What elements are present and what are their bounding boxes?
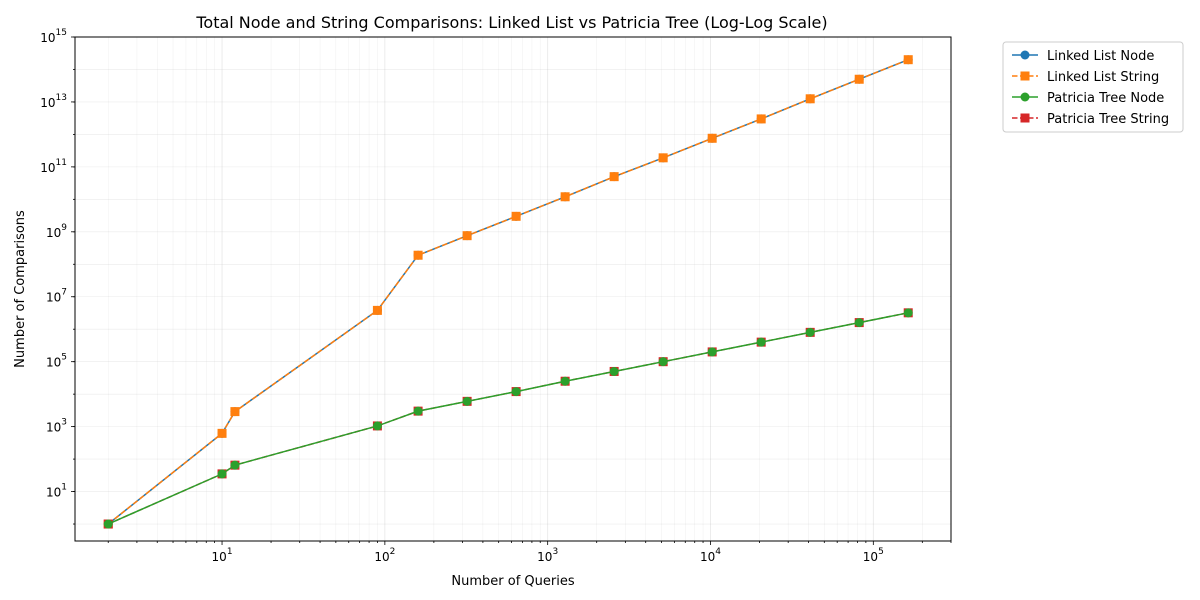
y-axis-title: Number of Comparisons	[13, 210, 28, 368]
data-point	[511, 387, 521, 397]
plot-series	[103, 55, 913, 529]
chart-title: Total Node and String Comparisons: Linke…	[195, 13, 827, 32]
x-axis-title: Number of Queries	[451, 574, 574, 589]
data-point	[560, 376, 570, 386]
plot-frame	[74, 36, 952, 542]
data-point	[805, 327, 815, 337]
data-point	[756, 337, 766, 347]
legend-entry-patricia-tree-node: Patricia Tree Node	[1012, 91, 1164, 106]
data-point	[103, 519, 113, 529]
legend-entry-linked-list-string: Linked List String	[1012, 70, 1159, 85]
y-tick-label: 1015	[40, 28, 67, 45]
legend-frame	[1002, 41, 1184, 133]
legend-entry-patricia-tree-string: Patricia Tree String	[1012, 112, 1169, 127]
data-point	[805, 94, 815, 104]
legend-marker	[1020, 92, 1030, 102]
data-point	[372, 421, 382, 431]
x-tick-label: 105	[863, 547, 884, 564]
data-point	[413, 250, 423, 260]
axis-ticks: 101 102 103 104 105 101 103 105 107 109 1011 1013 10…	[40, 28, 952, 564]
y-tick-label: 1013	[40, 93, 67, 110]
data-point	[217, 469, 227, 479]
data-point	[707, 133, 717, 143]
legend-label: Patricia Tree String	[1047, 112, 1169, 127]
data-point	[462, 231, 472, 241]
legend-label: Linked List Node	[1047, 49, 1154, 64]
data-point	[658, 357, 668, 367]
data-point	[511, 211, 521, 221]
data-point	[230, 407, 240, 417]
data-point	[707, 347, 717, 357]
x-tick-label: 102	[374, 547, 395, 564]
data-point	[609, 172, 619, 182]
data-point	[609, 366, 619, 376]
y-tick-label: 105	[46, 353, 67, 370]
y-tick-label: 101	[46, 483, 67, 500]
legend-marker	[1020, 71, 1030, 81]
data-point	[560, 192, 570, 202]
x-tick-label: 104	[700, 547, 721, 564]
data-point	[756, 114, 766, 124]
x-tick-label: 101	[212, 547, 233, 564]
data-point	[230, 460, 240, 470]
grid	[75, 36, 952, 541]
y-tick-label: 103	[46, 418, 67, 435]
data-point	[462, 396, 472, 406]
legend-marker	[1020, 50, 1030, 60]
legend-label: Patricia Tree Node	[1047, 91, 1164, 106]
data-point	[903, 55, 913, 65]
data-point	[372, 305, 382, 315]
y-tick-label: 109	[46, 223, 67, 240]
data-point	[217, 428, 227, 438]
legend: Linked List Node Linked List String Patric…	[1002, 41, 1184, 133]
y-tick-label: 1011	[40, 158, 67, 175]
data-point	[854, 74, 864, 84]
legend-marker	[1020, 113, 1030, 123]
x-tick-label: 103	[537, 547, 558, 564]
data-point	[413, 406, 423, 416]
y-tick-label: 107	[46, 288, 67, 305]
legend-entry-linked-list-node: Linked List Node	[1012, 49, 1154, 64]
data-point	[903, 308, 913, 318]
data-point	[658, 153, 668, 163]
legend-label: Linked List String	[1047, 70, 1159, 85]
series-linked-list-string	[103, 55, 913, 529]
data-point	[854, 318, 864, 328]
series-patricia-tree-node	[103, 308, 913, 529]
